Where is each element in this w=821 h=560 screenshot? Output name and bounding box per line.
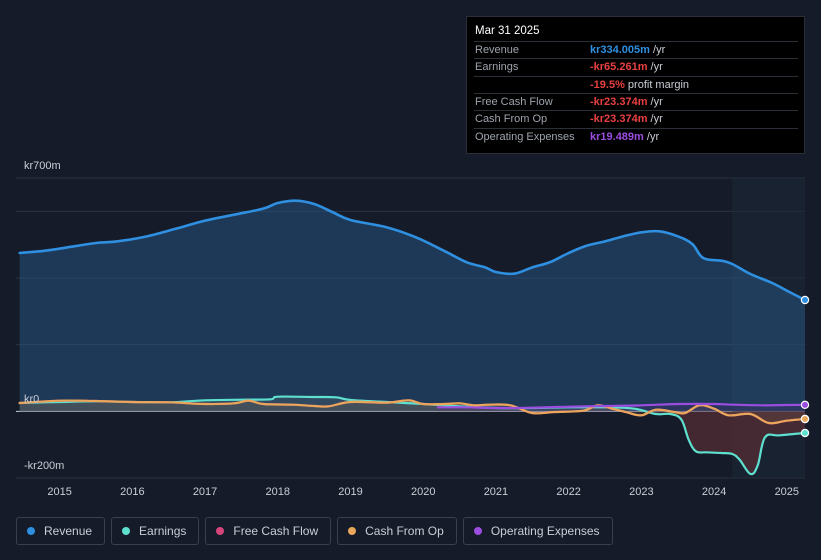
- x-tick-label: 2025: [775, 486, 799, 498]
- cash-from-op-area: [19, 400, 806, 424]
- tooltip-value: -kr23.374m /yr: [590, 113, 663, 126]
- x-tick-label: 2016: [120, 486, 144, 498]
- tooltip-panel: Mar 31 2025 Revenue kr334.005m /yr Earning…: [466, 16, 805, 154]
- tooltip-label: Operating Expenses: [475, 130, 575, 143]
- tooltip-row: Cash From Op -kr23.374m /yr: [474, 110, 798, 128]
- tooltip-label: Free Cash Flow: [475, 95, 553, 108]
- series-lines: [18, 199, 807, 476]
- legend-item-operating-expenses[interactable]: Operating Expenses: [462, 517, 613, 545]
- x-tick-label: 2019: [338, 486, 362, 498]
- legend-label: Revenue: [44, 524, 93, 538]
- x-tick-label: 2015: [47, 486, 71, 498]
- earnings-area: [19, 396, 806, 475]
- tooltip-value: -kr23.374m /yr: [590, 95, 663, 108]
- legend-item-cash-from-op[interactable]: Cash From Op: [337, 517, 457, 545]
- tooltip-row: Revenue kr334.005m /yr: [474, 41, 798, 59]
- series-endpoints: [800, 295, 810, 438]
- legend-label: Free Cash Flow: [233, 524, 319, 538]
- earnings-endpoint[interactable]: [800, 428, 810, 438]
- tooltip-value: -19.5% profit margin: [590, 78, 690, 91]
- x-tick-label: 2018: [266, 486, 290, 498]
- tooltip-value: kr19.489m /yr: [590, 130, 660, 143]
- legend-item-free-cash-flow[interactable]: Free Cash Flow: [205, 517, 332, 545]
- tooltip-value: kr334.005m /yr: [590, 44, 666, 56]
- x-axis-labels: 2015 2016 2017 2018 2019 2020 2021 2022 2023 2024…: [47, 486, 799, 498]
- y-tick-label: -kr200m: [24, 460, 64, 472]
- tooltip-row: Operating Expenses kr19.489m /yr: [474, 127, 798, 146]
- legend-dot-icon: [348, 527, 357, 535]
- legend-dot-icon: [473, 527, 482, 535]
- x-tick-label: 2020: [411, 486, 435, 498]
- cash-from-op-endpoint[interactable]: [800, 414, 810, 424]
- tooltip-row: Free Cash Flow -kr23.374m /yr: [474, 92, 798, 111]
- legend-dot-icon: [216, 527, 225, 535]
- legend-dot-icon: [27, 527, 35, 535]
- revenue-line: [18, 199, 807, 302]
- tooltip-label: Revenue: [475, 44, 520, 56]
- legend-label: Operating Expenses: [490, 524, 600, 538]
- x-tick-label: 2021: [484, 486, 508, 498]
- legend-dot-icon: [122, 527, 131, 535]
- y-axis-labels: kr700m kr0 -kr200m: [24, 160, 64, 472]
- revenue-area: [19, 200, 806, 412]
- revenue-endpoint[interactable]: [800, 295, 810, 305]
- legend: Revenue Earnings Free Cash Flow Cash From O…: [16, 517, 619, 547]
- legend-item-earnings[interactable]: Earnings: [111, 517, 200, 545]
- tooltip-row: Earnings -kr65.261m /yr: [474, 58, 798, 76]
- operating-expenses-line: [436, 402, 807, 410]
- tooltip-row: -19.5% profit margin: [474, 75, 798, 94]
- tooltip-label: Cash From Op: [475, 113, 548, 126]
- legend-label: Cash From Op: [365, 524, 444, 538]
- y-tick-label: kr700m: [24, 160, 61, 172]
- legend-label: Earnings: [139, 524, 187, 538]
- tooltip-date: Mar 31 2025: [475, 25, 540, 37]
- y-tick-label: kr0: [24, 393, 39, 405]
- tooltip-label: Earnings: [475, 61, 519, 74]
- x-tick-label: 2024: [702, 486, 726, 498]
- operating-expenses-endpoint[interactable]: [800, 400, 810, 410]
- cash-from-op-line: [18, 399, 807, 425]
- x-tick-label: 2017: [193, 486, 217, 498]
- legend-item-revenue[interactable]: Revenue: [16, 517, 106, 545]
- x-tick-label: 2023: [629, 486, 653, 498]
- x-tick-label: 2022: [556, 486, 580, 498]
- tooltip-value: -kr65.261m /yr: [590, 61, 663, 74]
